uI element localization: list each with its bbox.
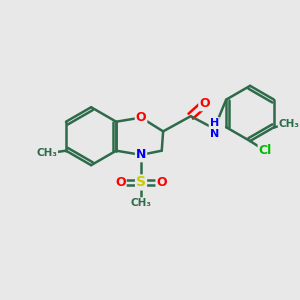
Text: CH₃: CH₃: [279, 119, 300, 130]
Text: CH₃: CH₃: [36, 148, 57, 158]
Text: N: N: [136, 148, 146, 161]
Text: O: O: [136, 111, 146, 124]
Text: O: O: [115, 176, 126, 189]
Text: CH₃: CH₃: [130, 198, 152, 208]
Text: H
N: H N: [210, 118, 219, 140]
Text: O: O: [156, 176, 167, 189]
Text: O: O: [199, 97, 210, 110]
Text: S: S: [136, 176, 146, 189]
Text: Cl: Cl: [259, 144, 272, 157]
